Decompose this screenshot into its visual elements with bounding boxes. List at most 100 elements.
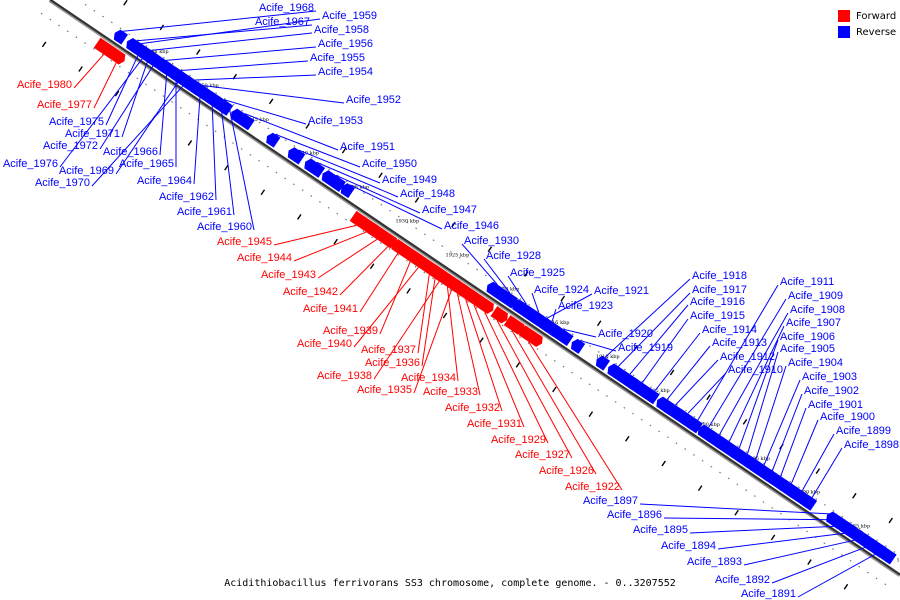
gene-leader-line — [604, 278, 691, 358]
gene-leader-line — [708, 298, 787, 428]
legend: Forward Reverse — [838, 8, 896, 40]
chromosome-axis — [49, 0, 900, 577]
minor-tick — [661, 460, 666, 467]
gene-shape — [287, 147, 306, 165]
gene-leader-line — [755, 365, 787, 460]
gene-label: Acife_1931 — [467, 418, 522, 430]
gene-leader-line — [73, 54, 105, 89]
gene-block — [340, 183, 355, 199]
kbp-tick-label: 1915 kbp — [546, 320, 570, 326]
gene-shape — [518, 325, 543, 347]
gene-label: Acife_1913 — [712, 337, 767, 349]
gene-label: Acife_1970 — [35, 177, 90, 189]
gene-block — [645, 389, 660, 405]
minor-tick — [697, 485, 703, 491]
gene-shape — [571, 338, 586, 354]
minor-tick — [114, 90, 120, 97]
gene-leader-line — [728, 325, 785, 442]
kbp-tick-label: 1955 kbp — [145, 49, 169, 55]
gene-label: Acife_1958 — [314, 24, 369, 36]
gene-label: Acife_1899 — [836, 425, 891, 437]
gene-block — [872, 542, 897, 565]
gene-leader-line — [797, 547, 887, 598]
minor-tick — [187, 140, 193, 146]
minor-tick — [815, 468, 821, 475]
kbp-tick-label: 1895 kbp — [746, 456, 770, 462]
gene-label: Acife_1977 — [37, 99, 92, 111]
minor-tick — [588, 411, 594, 418]
gene-block — [802, 495, 818, 511]
gene-leader-line — [317, 238, 378, 279]
gene-leader-line — [122, 10, 317, 32]
gene-block — [382, 233, 398, 249]
gene-shape — [490, 306, 509, 324]
gene-leader-line — [790, 419, 819, 484]
gene-block — [408, 250, 433, 273]
gene-leader-line — [413, 289, 453, 394]
gene-shape — [111, 49, 126, 65]
gene-label: Acife_1954 — [318, 66, 373, 78]
gene-label: Acife_1964 — [137, 175, 192, 187]
minor-tick — [406, 287, 411, 294]
gene-shape — [211, 95, 233, 116]
gene-leader-line — [121, 50, 152, 138]
gene-label: Acife_1968 — [259, 2, 314, 14]
minor-tick — [515, 361, 521, 368]
gene-label: Acife_1930 — [464, 235, 519, 247]
minor-tick — [807, 559, 812, 565]
gene-label: Acife_1925 — [510, 267, 565, 279]
gene-shape — [464, 288, 489, 310]
kbp-tick-label: 1945 kbp — [245, 117, 269, 123]
gene-leader-line — [359, 253, 399, 313]
gene-label: Acife_1927 — [515, 449, 570, 461]
gene-leader-line — [180, 60, 309, 72]
kbp-tick-label: 1925 kbp — [446, 252, 470, 258]
gene-block — [367, 222, 392, 245]
gene-label: Acife_1939 — [323, 325, 378, 337]
gene-shape — [852, 529, 867, 545]
gene-shape — [367, 222, 392, 245]
gene-shape — [479, 298, 494, 314]
kbp-tick-label: 1885 kbp — [846, 524, 870, 530]
gene-label: Acife_1980 — [17, 79, 72, 91]
gene-label: Acife_1950 — [362, 158, 417, 170]
gene-label: Acife_1946 — [444, 220, 499, 232]
gene-label: Acife_1911 — [780, 276, 834, 288]
gene-label: Acife_1940 — [297, 338, 352, 350]
gene-shape — [512, 299, 537, 321]
gene-shape — [93, 37, 118, 60]
gene-leader-line — [531, 292, 540, 313]
gene-label: Acife_1900 — [820, 411, 875, 423]
gene-label: Acife_1924 — [534, 284, 589, 296]
gene-label: Acife_1956 — [318, 38, 373, 50]
gene-leader-line — [316, 161, 399, 198]
gene-block — [93, 37, 118, 60]
gene-leader-line — [151, 32, 313, 51]
gene-label: Acife_1976 — [3, 158, 58, 170]
minor-tick — [333, 238, 338, 245]
chromosome-axis — [48, 0, 900, 577]
minor-tick — [843, 583, 849, 590]
gene-label: Acife_1934 — [401, 372, 456, 384]
gene-label: Acife_1938 — [317, 370, 372, 382]
gene-leader-line — [298, 149, 381, 184]
gene-shape — [408, 250, 433, 273]
gene-label: Acife_1909 — [788, 290, 843, 302]
kbp-tick-label: 1890 kbp — [796, 490, 820, 496]
gene-label: Acife_1918 — [692, 270, 747, 282]
gene-label: Acife_1892 — [715, 574, 770, 586]
gene-label: Acife_1908 — [790, 304, 845, 316]
gene-block — [321, 170, 346, 192]
gene-block — [628, 377, 653, 400]
gene-shape — [730, 446, 745, 462]
gene-leader-line — [507, 275, 527, 305]
gene-block — [529, 310, 544, 326]
forward-swatch — [838, 10, 850, 22]
gene-label: Acife_1926 — [539, 465, 594, 477]
gene-block — [464, 288, 489, 310]
minor-tick — [888, 517, 894, 524]
gene-label: Acife_1905 — [780, 343, 835, 355]
gene-block — [571, 338, 586, 354]
gene-leader-line — [193, 83, 202, 185]
minor-tick — [341, 147, 347, 154]
